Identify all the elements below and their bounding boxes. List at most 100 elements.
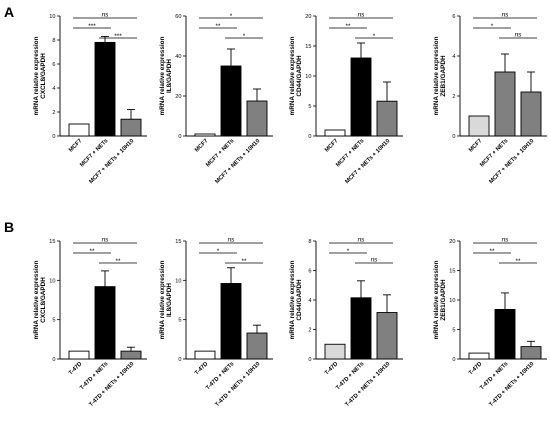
significance-label: * xyxy=(347,248,350,255)
chart-1: 0 2 4 6 8 10 mRNA relative expression CXCL8/GAP… xyxy=(33,12,147,185)
significance-label: ns xyxy=(515,32,523,39)
y-tick-label: 8 xyxy=(308,239,311,245)
significance-label: ** xyxy=(345,23,351,30)
significance-label: *** xyxy=(114,33,122,40)
y-axis-label: CXCL8/GAPDH xyxy=(40,53,47,99)
significance-label: * xyxy=(243,33,246,40)
y-tick-label: 15 xyxy=(49,239,55,245)
significance-label: ns xyxy=(358,237,366,244)
category-label: MCF7 xyxy=(68,138,83,153)
bar xyxy=(220,283,242,360)
y-tick-label: 2 xyxy=(452,94,455,100)
y-axis-label: CD44/GAPDH xyxy=(296,55,303,97)
bar xyxy=(468,115,490,137)
y-tick-label: 5 xyxy=(452,328,455,334)
bar xyxy=(246,332,268,360)
y-tick-label: 0 xyxy=(452,357,455,363)
category-label: MCF7 + NETs + 10H10 xyxy=(344,138,391,185)
significance-label: *** xyxy=(88,23,96,30)
y-tick-label: 0 xyxy=(308,357,311,363)
significance-label: * xyxy=(217,248,220,255)
significance-label: * xyxy=(230,13,233,20)
significance-label: * xyxy=(373,33,376,40)
category-label: T-47D xyxy=(194,361,209,376)
category-label: MCF7 + NETs + 10H10 xyxy=(88,138,135,185)
significance-label: ** xyxy=(89,248,95,255)
bar xyxy=(494,71,516,137)
bar xyxy=(120,350,142,360)
y-tick-label: 5 xyxy=(52,318,55,324)
y-tick-label: 40 xyxy=(175,54,181,60)
category-label: MCF7 xyxy=(468,138,483,153)
y-tick-label: 2 xyxy=(52,110,55,116)
chart-5: 0 5 10 15 mRNA relative expression CXCL8/GAPD… xyxy=(33,237,147,408)
y-tick-label: 10 xyxy=(49,14,55,20)
bar xyxy=(194,133,216,137)
y-axis-label: IL8/GAPDH xyxy=(166,283,173,317)
significance-label: * xyxy=(491,23,494,30)
chart-2: 0 20 40 60 mRNA relative expression IL8/GAPDH… xyxy=(159,13,273,185)
bar xyxy=(94,286,116,360)
y-tick-label: 8 xyxy=(52,38,55,44)
significance-label: ns xyxy=(502,12,510,19)
y-axis-label: mRNA relative expression xyxy=(33,260,40,339)
y-axis-label: CXCL8/GAPDH xyxy=(40,277,47,323)
significance-label: ns xyxy=(371,257,379,264)
y-tick-label: 15 xyxy=(305,44,311,50)
category-label: MCF7 xyxy=(194,138,209,153)
y-tick-label: 0 xyxy=(178,134,181,140)
category-label: T-47D + NETs + 10H10 xyxy=(488,361,535,408)
significance-label: ** xyxy=(241,258,247,265)
significance-label: ** xyxy=(215,23,221,30)
y-axis-label: ZEB1/GAPDH xyxy=(440,55,447,97)
y-tick-label: 15 xyxy=(449,269,455,275)
bar xyxy=(376,312,398,360)
bar xyxy=(324,129,346,137)
significance-label: ns xyxy=(358,12,366,19)
significance-label: ns xyxy=(502,237,510,244)
category-label: T-47D xyxy=(468,361,483,376)
bar xyxy=(468,352,490,360)
y-axis-label: mRNA relative expression xyxy=(159,36,166,115)
y-tick-label: 6 xyxy=(452,14,455,20)
y-tick-label: 60 xyxy=(175,14,181,20)
chart-8: 0 5 10 15 20 mRNA relative expression ZEB1/GAP… xyxy=(433,237,547,408)
y-axis-label: CD44/GAPDH xyxy=(296,279,303,321)
category-label: MCF7 xyxy=(324,138,339,153)
y-tick-label: 10 xyxy=(175,278,181,284)
panel-label-a: A xyxy=(4,4,14,20)
y-tick-label: 4 xyxy=(52,86,55,92)
y-axis-label: mRNA relative expression xyxy=(159,260,166,339)
category-label: MCF7 + NETs + 10H10 xyxy=(214,138,261,185)
y-tick-label: 6 xyxy=(52,62,55,68)
category-label: T-47D + NETs + 10H10 xyxy=(214,361,261,408)
bar xyxy=(520,346,542,360)
y-axis-label: mRNA relative expression xyxy=(433,36,440,115)
bar xyxy=(68,350,90,360)
y-axis-label: mRNA relative expression xyxy=(433,260,440,339)
y-axis-label: IL8/GAPDH xyxy=(166,59,173,93)
bar xyxy=(220,65,242,137)
significance-label: ** xyxy=(489,248,495,255)
bar xyxy=(94,41,116,137)
bar xyxy=(494,308,516,360)
significance-label: ns xyxy=(228,237,236,244)
y-tick-label: 10 xyxy=(449,298,455,304)
bar xyxy=(194,350,216,360)
category-label: T-47D xyxy=(324,361,339,376)
significance-label: ns xyxy=(102,237,110,244)
y-tick-label: 20 xyxy=(175,94,181,100)
y-tick-label: 4 xyxy=(308,298,311,304)
y-tick-label: 20 xyxy=(305,14,311,20)
y-axis-label: mRNA relative expression xyxy=(289,36,296,115)
y-tick-label: 15 xyxy=(175,239,181,245)
bar xyxy=(350,297,372,360)
chart-7: 0 2 4 6 8 mRNA relative expression CD44/GAPDH T… xyxy=(289,237,403,408)
significance-label: ** xyxy=(115,258,121,265)
y-tick-label: 2 xyxy=(308,328,311,334)
y-tick-label: 6 xyxy=(308,269,311,275)
significance-label: ns xyxy=(102,12,110,19)
y-tick-label: 0 xyxy=(52,134,55,140)
y-tick-label: 0 xyxy=(452,134,455,140)
y-tick-label: 4 xyxy=(452,54,455,60)
